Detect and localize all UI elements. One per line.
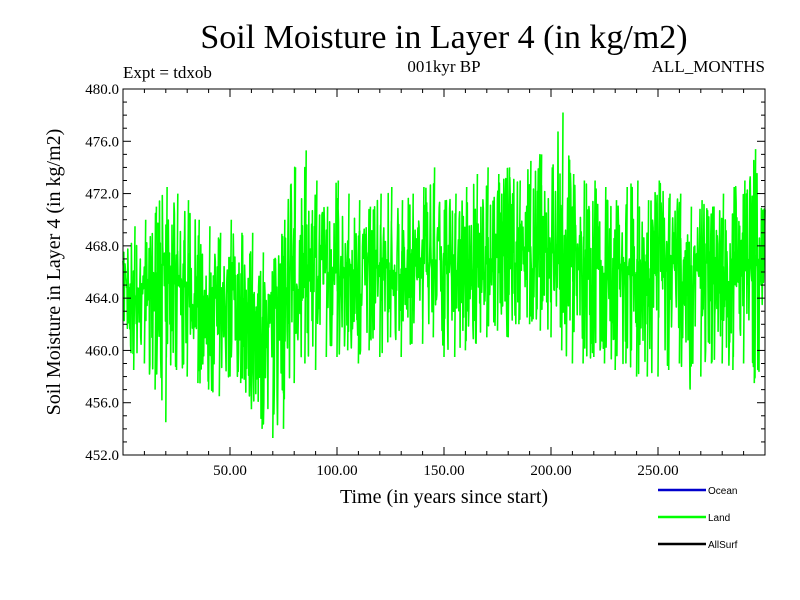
chart-subtitle: 001kyr BP bbox=[407, 57, 480, 76]
y-tick-label: 476.0 bbox=[85, 134, 119, 150]
chart-title: Soil Moisture in Layer 4 (in kg/m2) bbox=[200, 19, 687, 56]
x-tick-label: 50.00 bbox=[213, 463, 247, 479]
y-tick-label: 464.0 bbox=[85, 291, 119, 307]
x-tick-label: 250.00 bbox=[637, 463, 678, 479]
experiment-label: Expt = tdxob bbox=[123, 63, 212, 82]
axes: 50.00 100.00 150.00 200.00 250.00 452.0 456.0 4… bbox=[85, 82, 765, 479]
plot-series bbox=[122, 112, 766, 439]
y-tick-label: 456.0 bbox=[85, 396, 119, 412]
x-tick-label: 200.00 bbox=[530, 463, 571, 479]
y-tick-label: 468.0 bbox=[85, 239, 119, 255]
legend-label-land: Land bbox=[708, 513, 730, 524]
y-tick-label: 480.0 bbox=[85, 82, 119, 98]
x-axis-label: Time (in years since start) bbox=[340, 486, 548, 508]
series-line-land bbox=[122, 112, 766, 439]
legend-label-allsurf: AllSurf bbox=[708, 540, 738, 551]
y-axis-label: Soil Moisture in Layer 4 (in kg/m2) bbox=[43, 129, 65, 416]
x-tick-label: 150.00 bbox=[423, 463, 464, 479]
y-tick-label: 472.0 bbox=[85, 187, 119, 203]
y-tick-label: 460.0 bbox=[85, 343, 119, 359]
legend: Ocean Land AllSurf bbox=[658, 486, 738, 551]
legend-label-ocean: Ocean bbox=[708, 486, 737, 497]
x-tick-label: 100.00 bbox=[316, 463, 357, 479]
months-label: ALL_MONTHS bbox=[652, 57, 765, 76]
y-tick-label: 452.0 bbox=[85, 448, 119, 464]
plot-frame bbox=[122, 88, 766, 456]
